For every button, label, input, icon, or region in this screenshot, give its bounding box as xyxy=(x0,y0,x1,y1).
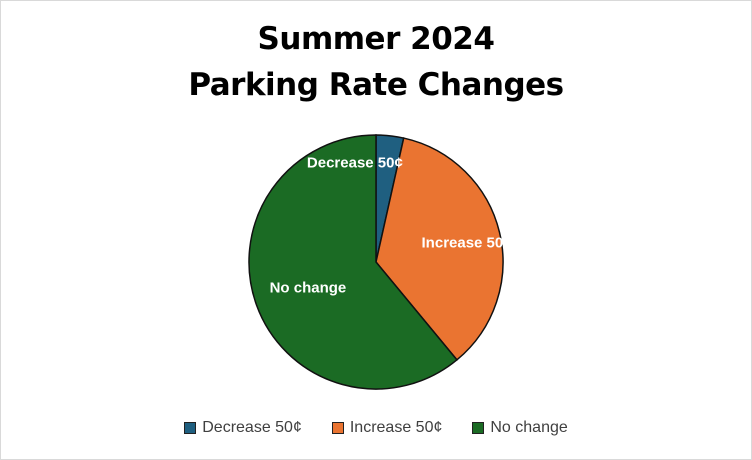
legend-label-3: No change xyxy=(490,419,568,436)
data-label-2: Increase 50¢ xyxy=(422,235,512,252)
pie-slice-increase-50 xyxy=(375,137,504,361)
legend-item-1: Decrease 50¢ xyxy=(184,419,302,437)
data-label-1: Decrease 50¢ xyxy=(307,155,403,172)
legend-swatch-2 xyxy=(331,422,344,434)
legend-label-2: Increase 50¢ xyxy=(349,419,443,436)
legend-label-1: Decrease 50¢ xyxy=(202,419,302,436)
pie-slice-no-change xyxy=(248,134,459,390)
data-label-3: No change xyxy=(270,280,347,297)
legend-item-2: Increase 50¢ xyxy=(331,419,443,437)
legend: Decrease 50¢ Increase 50¢ No change xyxy=(1,419,751,437)
legend-swatch-1 xyxy=(184,422,197,434)
legend-item-3: No change xyxy=(472,419,568,437)
legend-swatch-3 xyxy=(472,422,485,434)
chart-title-line-2: Parking Rate Changes xyxy=(188,67,564,103)
chart-title-line-1: Summer 2024 xyxy=(257,21,495,57)
